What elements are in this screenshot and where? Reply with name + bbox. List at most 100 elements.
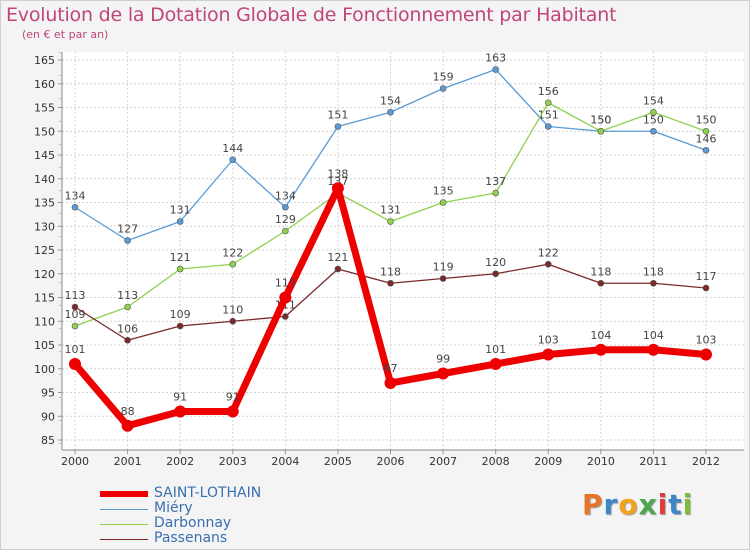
y-tick-label: 155 — [34, 102, 55, 115]
data-point — [121, 419, 134, 432]
data-label: 91 — [226, 391, 240, 404]
data-point — [124, 336, 131, 344]
data-label: 159 — [433, 71, 454, 84]
legend-swatch — [100, 491, 148, 497]
legend-label: SAINT-LOTHAIN — [154, 485, 262, 501]
data-point — [69, 358, 81, 370]
data-point — [439, 85, 447, 92]
data-label: 109 — [170, 308, 191, 321]
data-point — [439, 199, 447, 206]
x-tick-label: 2002 — [166, 455, 194, 468]
data-label: 129 — [275, 213, 296, 226]
data-label: 120 — [485, 256, 506, 269]
data-label: 150 — [643, 113, 664, 126]
data-point — [492, 189, 499, 197]
data-label: 101 — [485, 343, 506, 356]
y-tick-label: 115 — [34, 292, 55, 305]
data-point — [229, 317, 237, 325]
chart-subtitle: (en € et par an) — [22, 28, 109, 41]
data-label: 121 — [327, 251, 348, 264]
x-tick-label: 2004 — [271, 455, 299, 468]
data-label: 91 — [173, 391, 187, 404]
data-point — [387, 108, 394, 116]
data-point — [650, 279, 657, 287]
data-point — [439, 275, 447, 282]
data-label: 163 — [485, 52, 506, 65]
data-label: 104 — [590, 329, 611, 342]
data-point — [702, 146, 710, 154]
logo-letter: i — [657, 488, 669, 521]
logo-letter: t — [668, 488, 683, 521]
data-point — [176, 265, 184, 273]
data-point — [437, 367, 450, 380]
y-tick-label: 165 — [34, 54, 55, 67]
data-point — [279, 291, 292, 304]
y-tick-label: 120 — [34, 268, 55, 281]
x-tick-label: 2012 — [692, 455, 720, 468]
x-tick-label: 2010 — [587, 455, 615, 468]
data-label: 154 — [643, 94, 664, 107]
legend-label: Passenans — [154, 530, 228, 546]
chart-title: Evolution de la Dotation Globale de Fonc… — [6, 4, 617, 26]
data-point — [544, 123, 552, 130]
x-tick-label: 2011 — [639, 455, 667, 468]
x-tick-label: 2008 — [482, 455, 510, 468]
data-point — [334, 265, 342, 273]
data-label: 110 — [222, 303, 243, 316]
data-point — [334, 123, 342, 130]
data-label: 156 — [538, 85, 559, 98]
data-label: 118 — [643, 265, 664, 278]
plot-area — [62, 52, 744, 450]
data-label: 150 — [696, 113, 717, 126]
line-chart: 85 90 95 100 105 110 115 120 125 130 135 140 145 150 1… — [34, 52, 744, 468]
legend-swatch — [100, 509, 148, 510]
y-tick-label: 100 — [34, 363, 55, 376]
data-point — [282, 203, 289, 211]
data-point — [226, 405, 239, 418]
data-point — [702, 284, 710, 292]
logo-letter: x — [638, 488, 658, 521]
data-label: 103 — [538, 334, 559, 347]
data-label: 122 — [222, 246, 243, 259]
data-point — [387, 218, 394, 225]
data-point — [174, 405, 187, 418]
data-label: 134 — [275, 189, 296, 202]
data-point — [702, 127, 710, 135]
data-point — [597, 279, 605, 287]
data-label: 97 — [384, 362, 398, 375]
legend-item-miery: Miéry — [100, 500, 320, 516]
data-label: 106 — [117, 322, 138, 335]
data-label: 150 — [590, 113, 611, 126]
data-label: 119 — [433, 261, 454, 274]
data-point — [542, 348, 555, 361]
proxiti-logo[interactable]: Proxiti — [582, 488, 693, 521]
data-point — [331, 182, 344, 195]
data-label: 113 — [65, 289, 86, 302]
data-label: 151 — [327, 109, 348, 122]
data-point — [71, 203, 79, 211]
legend-label: Miéry — [154, 500, 193, 516]
data-point — [282, 227, 289, 235]
data-point — [544, 99, 552, 107]
legend-item-passenans: Passenans — [100, 530, 320, 546]
data-point — [544, 260, 552, 268]
data-point — [647, 343, 660, 356]
y-tick-label: 135 — [34, 197, 55, 210]
data-label: 138 — [327, 167, 348, 180]
legend-item-saint-lothain: SAINT-LOTHAIN — [100, 485, 320, 501]
y-tick-label: 140 — [34, 173, 55, 186]
data-point — [176, 218, 184, 225]
legend-label: Darbonnay — [154, 515, 232, 531]
data-point — [650, 127, 657, 135]
data-label: 121 — [170, 251, 191, 264]
data-label: 135 — [433, 185, 454, 198]
y-tick-label: 130 — [34, 220, 55, 233]
data-label: 134 — [65, 189, 86, 202]
data-label: 88 — [121, 405, 135, 418]
data-point — [229, 156, 237, 164]
y-tick-label: 150 — [34, 125, 55, 138]
logo-letter: o — [618, 488, 639, 521]
data-point — [229, 260, 237, 268]
data-point — [124, 303, 131, 311]
data-label: 99 — [436, 353, 450, 366]
